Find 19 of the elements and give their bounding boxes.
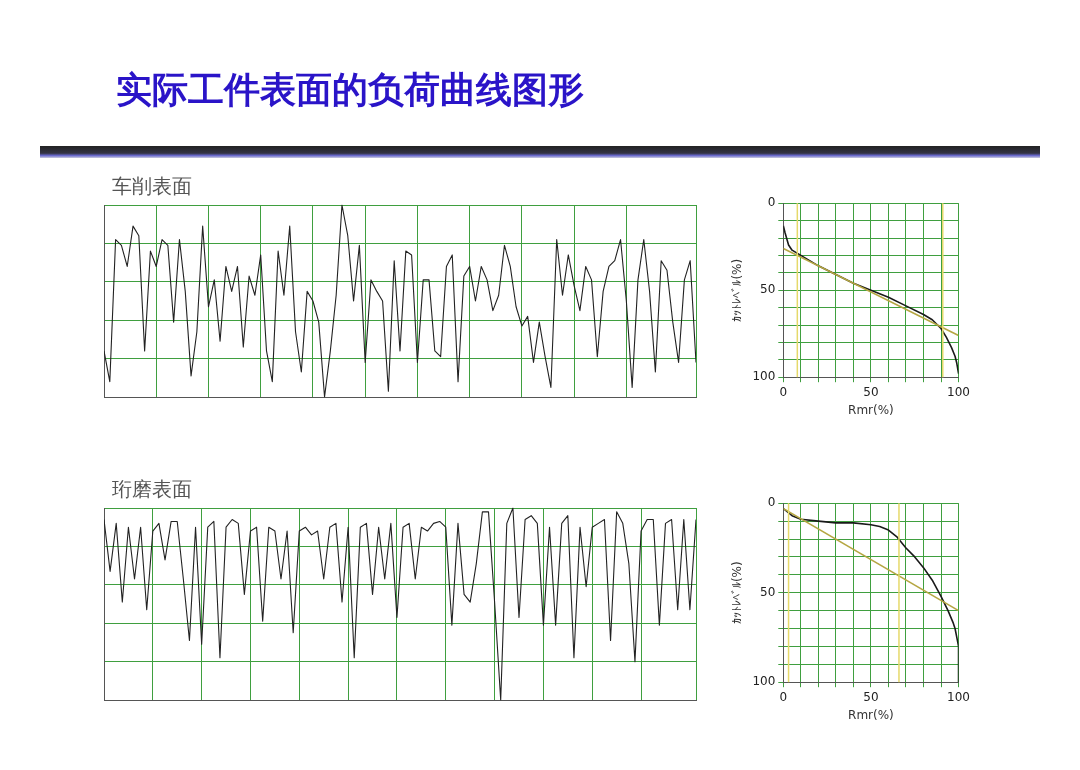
x-axis-title: Rmr(%) xyxy=(848,402,894,417)
chart-title: 珩磨表面 xyxy=(112,476,193,502)
x-tick-label: 100 xyxy=(947,384,970,399)
x-tick-label: 0 xyxy=(779,689,788,704)
y-tick-label: 100 xyxy=(752,369,776,384)
x-tick-label: 50 xyxy=(863,689,879,704)
y-tick-label: 0 xyxy=(767,495,776,510)
y-axis-title: ｶｯﾄﾚﾍﾞﾙ(%) xyxy=(730,561,745,625)
y-axis-title: ｶｯﾄﾚﾍﾞﾙ(%) xyxy=(730,258,745,322)
y-tick-label: 50 xyxy=(760,584,776,599)
chart-title: 实际工件表面的负荷曲线图形 xyxy=(116,68,584,112)
x-axis-title: Rmr(%) xyxy=(848,707,894,722)
chart-subtitle: 车削表面 xyxy=(112,173,193,199)
y-tick-label: 100 xyxy=(752,674,776,689)
x-tick-label: 100 xyxy=(947,689,970,704)
y-tick-label: 50 xyxy=(760,282,776,297)
x-tick-label: 0 xyxy=(779,384,788,399)
x-tick-label: 50 xyxy=(863,384,879,399)
y-tick-label: 0 xyxy=(767,195,776,210)
